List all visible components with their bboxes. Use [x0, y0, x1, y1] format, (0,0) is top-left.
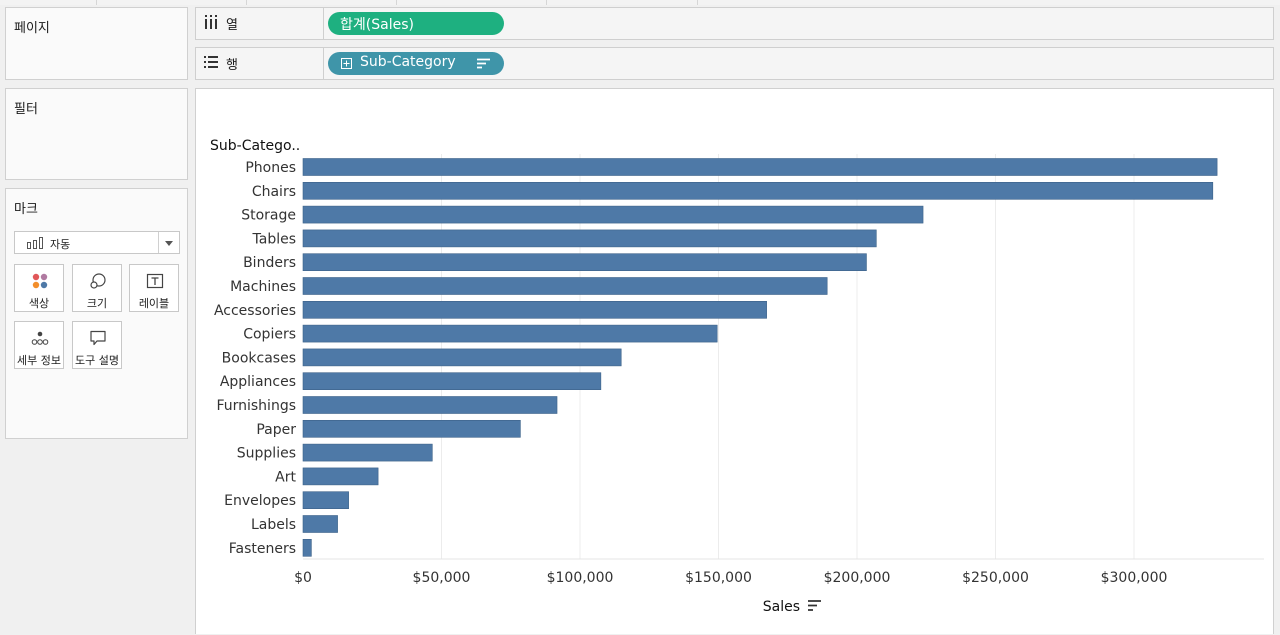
row-header-label: Sub-Catego.. — [210, 138, 300, 154]
filters-title: 필터 — [14, 102, 38, 117]
chevron-down-icon[interactable] — [165, 241, 173, 246]
bar[interactable] — [302, 419, 521, 438]
bar[interactable] — [302, 158, 1218, 176]
columns-label: 열 — [226, 18, 238, 33]
tooltip-icon — [90, 330, 106, 346]
category-label: Phones — [245, 160, 296, 176]
expand-icon[interactable] — [341, 58, 352, 69]
bar[interactable] — [302, 182, 1214, 200]
sales-pill[interactable]: 합계(Sales) — [328, 12, 504, 35]
color-button[interactable]: 색상 — [14, 264, 64, 312]
label-label: 레이블 — [138, 297, 170, 310]
sub-category-pill[interactable]: Sub-Category — [328, 52, 504, 75]
x-tick-label: $200,000 — [824, 570, 891, 586]
marks-title: 마크 — [14, 202, 38, 217]
category-label: Machines — [230, 279, 296, 295]
sales-pill-label: 합계(Sales) — [340, 17, 414, 33]
bar[interactable] — [302, 538, 312, 557]
x-tick-label: $300,000 — [1101, 570, 1168, 586]
x-tick-label: $150,000 — [685, 570, 752, 586]
rows-shelf[interactable]: 행 Sub-Category — [195, 47, 1274, 80]
bar-chart-icon — [27, 237, 43, 249]
category-label: Bookcases — [222, 350, 296, 366]
bar[interactable] — [302, 324, 718, 343]
toolbar-strip — [0, 0, 1280, 5]
category-label: Art — [275, 469, 296, 485]
divider — [697, 0, 698, 5]
marks-card: 마크 자동 색상 크기 레이블 — [5, 188, 188, 439]
label-button[interactable]: 레이블 — [129, 264, 179, 312]
bar[interactable] — [302, 467, 379, 486]
size-button[interactable]: 크기 — [72, 264, 122, 312]
rows-shelf-label: 행 — [196, 48, 324, 79]
pages-title: 페이지 — [14, 21, 50, 36]
category-label: Accessories — [214, 303, 296, 319]
viz-area: Sub-Catego.. Phones Chairs Storage Tables Bin… — [195, 88, 1274, 634]
x-tick-label: $250,000 — [962, 570, 1029, 586]
sort-icon[interactable] — [808, 600, 821, 611]
detail-label: 세부 정보 — [17, 354, 61, 367]
bar[interactable] — [302, 515, 338, 533]
category-label: Appliances — [220, 374, 296, 390]
mark-type-label: 자동 — [50, 238, 71, 251]
detail-icon — [31, 331, 49, 345]
tooltip-label: 도구 설명 — [75, 354, 119, 367]
x-tick-label: $100,000 — [547, 570, 614, 586]
columns-shelf[interactable]: 열 합계(Sales) — [195, 7, 1274, 40]
size-label: 크기 — [86, 297, 108, 310]
category-label: Storage — [241, 208, 296, 224]
sub-category-pill-label: Sub-Category — [360, 54, 456, 70]
category-label: Copiers — [243, 327, 296, 343]
category-label: Paper — [256, 422, 296, 438]
x-tick-label: $0 — [294, 570, 312, 586]
x-tick-label: $50,000 — [413, 570, 471, 586]
color-label: 색상 — [28, 297, 50, 310]
divider — [246, 0, 247, 5]
bar[interactable] — [302, 253, 867, 271]
bar[interactable] — [302, 443, 433, 462]
columns-shelf-label: 열 — [196, 8, 324, 39]
bar[interactable] — [302, 491, 349, 510]
label-icon — [146, 273, 164, 289]
sort-icon[interactable] — [477, 58, 490, 69]
bar[interactable] — [302, 277, 828, 295]
size-icon — [90, 273, 106, 289]
category-label: Supplies — [237, 446, 296, 462]
filters-card[interactable]: 필터 — [5, 88, 188, 180]
pages-card[interactable]: 페이지 — [5, 7, 188, 80]
category-label: Furnishings — [216, 398, 296, 414]
bar[interactable] — [302, 372, 602, 391]
color-icon — [32, 273, 48, 289]
tooltip-button[interactable]: 도구 설명 — [72, 321, 122, 369]
divider — [396, 0, 397, 5]
category-label: Binders — [243, 255, 296, 271]
bar[interactable] — [302, 348, 622, 367]
category-label: Tables — [252, 231, 297, 247]
x-axis-label: Sales — [763, 599, 800, 615]
bar[interactable] — [302, 396, 558, 414]
bar[interactable] — [302, 301, 767, 319]
columns-icon — [205, 15, 217, 29]
rows-icon — [204, 56, 218, 68]
rows-label: 행 — [226, 58, 238, 73]
detail-button[interactable]: 세부 정보 — [14, 321, 64, 369]
category-label: Labels — [251, 517, 296, 533]
divider — [546, 0, 547, 5]
category-label: Chairs — [252, 184, 296, 200]
bar-chart: Sub-Catego.. Phones Chairs Storage Tables Bin… — [210, 138, 1264, 615]
bar[interactable] — [302, 205, 924, 224]
mark-type-dropdown[interactable]: 자동 — [14, 231, 180, 254]
bar[interactable] — [302, 229, 877, 248]
category-label: Envelopes — [224, 493, 296, 509]
category-label: Fasteners — [229, 541, 296, 557]
divider — [158, 232, 159, 253]
divider — [96, 0, 97, 5]
